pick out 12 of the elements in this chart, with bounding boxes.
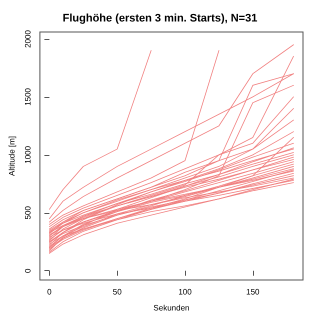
y-axis-title: Altitude [m] [8,136,16,176]
y-tick-label: 1000 [23,145,32,164]
y-tick-label: 2000 [23,30,32,48]
y-tick-label: 1500 [23,87,32,106]
y-tick-label: 500 [23,206,32,220]
x-tick-label: 50 [112,288,122,296]
x-tick-label: 100 [178,288,192,296]
chart-title: Flughöhe (ersten 3 min. Starts), N=31 [62,12,258,24]
x-axis-title: Sekunden [153,304,190,312]
x-tick-label: 150 [246,288,260,296]
x-tick-label: 0 [47,288,52,296]
y-tick-label: 0 [23,268,32,273]
